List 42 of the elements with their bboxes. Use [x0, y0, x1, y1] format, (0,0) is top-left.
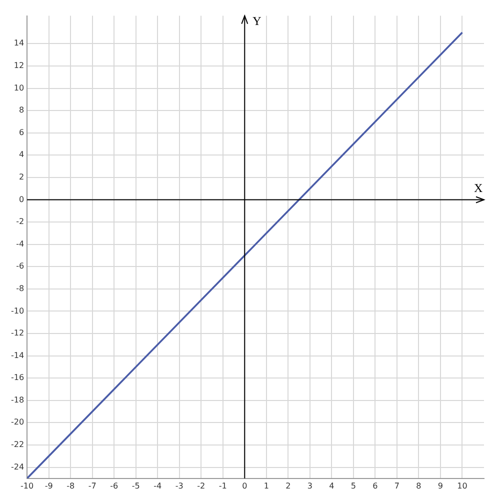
y-tick-label: -16 [10, 373, 24, 382]
y-tick-label: -10 [10, 306, 24, 316]
x-tick-label: 10 [457, 481, 468, 490]
x-tick-label: -8 [66, 481, 75, 490]
x-tick-label: 6 [372, 481, 378, 490]
x-tick-label: -3 [175, 481, 184, 490]
y-tick-label: -18 [10, 395, 24, 404]
x-tick-label: 9 [438, 481, 444, 490]
y-tick-label: -2 [16, 217, 24, 226]
y-tick-label: 6 [18, 128, 24, 137]
x-tick-label: -1 [218, 481, 227, 490]
y-tick-label: 2 [18, 172, 24, 182]
x-tick-label: -6 [110, 481, 118, 490]
y-tick-label: 8 [18, 106, 24, 115]
x-tick-label: -5 [132, 481, 140, 490]
y-tick-label: -22 [10, 440, 24, 450]
x-tick-label: 8 [416, 481, 422, 490]
x-tick-label: 5 [350, 481, 356, 490]
y-tick-label: -4 [16, 239, 24, 248]
x-axis-title: X [474, 180, 483, 195]
x-tick-label: -9 [44, 481, 53, 490]
y-tick-label: -24 [10, 462, 24, 472]
y-tick-label: -12 [10, 328, 24, 338]
y-tick-label: -6 [16, 262, 24, 271]
x-tick-label: -7 [88, 481, 96, 490]
x-tick-label: -2 [197, 481, 206, 490]
y-tick-label: 10 [14, 83, 24, 92]
x-tick-label: 3 [307, 481, 312, 490]
y-tick-label: 14 [14, 38, 24, 48]
x-tick-label: 0 [242, 481, 248, 490]
y-tick-label: -14 [10, 350, 24, 360]
y-axis-title: Y [252, 14, 262, 28]
y-tick-label: 0 [18, 194, 24, 204]
y-tick-label: 4 [18, 150, 24, 160]
y-tick-label: -8 [16, 284, 24, 293]
x-tick-label: 7 [394, 481, 400, 490]
x-tick-label: 4 [329, 481, 334, 490]
x-tick-label: 2 [286, 481, 291, 490]
x-tick-label: 1 [264, 481, 269, 490]
x-tick-label: -4 [154, 481, 162, 490]
y-tick-label: -20 [10, 418, 24, 427]
y-tick-label: 12 [14, 61, 24, 70]
